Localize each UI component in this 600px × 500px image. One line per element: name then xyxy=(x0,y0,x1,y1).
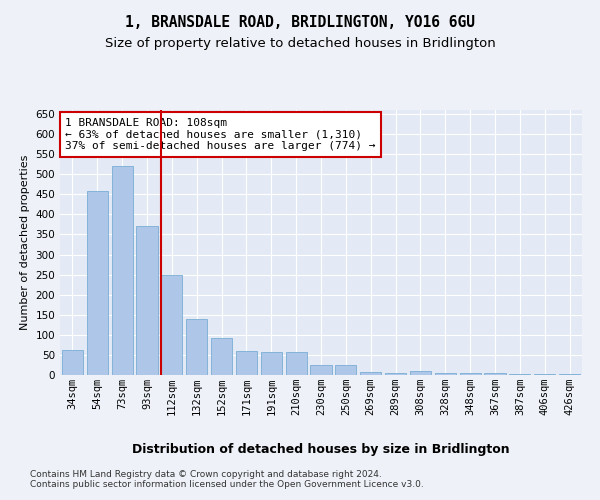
Bar xyxy=(261,352,282,375)
Text: 1 BRANSDALE ROAD: 108sqm
← 63% of detached houses are smaller (1,310)
37% of sem: 1 BRANSDALE ROAD: 108sqm ← 63% of detach… xyxy=(65,118,376,151)
Bar xyxy=(559,374,580,375)
Text: Contains HM Land Registry data © Crown copyright and database right 2024.
Contai: Contains HM Land Registry data © Crown c… xyxy=(30,470,424,490)
Bar xyxy=(435,373,456,375)
Bar xyxy=(211,338,232,375)
Bar xyxy=(335,365,356,375)
Bar xyxy=(509,374,530,375)
Bar xyxy=(310,365,332,375)
Text: Size of property relative to detached houses in Bridlington: Size of property relative to detached ho… xyxy=(104,38,496,51)
Bar xyxy=(136,226,158,375)
Bar xyxy=(87,191,108,375)
Bar xyxy=(385,373,406,375)
Bar xyxy=(410,371,431,375)
Bar xyxy=(286,352,307,375)
Bar xyxy=(236,351,257,375)
Bar xyxy=(534,374,555,375)
Bar xyxy=(161,276,182,375)
Text: Distribution of detached houses by size in Bridlington: Distribution of detached houses by size … xyxy=(132,442,510,456)
Bar xyxy=(112,166,133,375)
Text: 1, BRANSDALE ROAD, BRIDLINGTON, YO16 6GU: 1, BRANSDALE ROAD, BRIDLINGTON, YO16 6GU xyxy=(125,15,475,30)
Bar xyxy=(484,373,506,375)
Bar xyxy=(360,372,381,375)
Bar xyxy=(186,319,207,375)
Bar xyxy=(62,350,83,375)
Y-axis label: Number of detached properties: Number of detached properties xyxy=(20,155,30,330)
Bar xyxy=(460,372,481,375)
